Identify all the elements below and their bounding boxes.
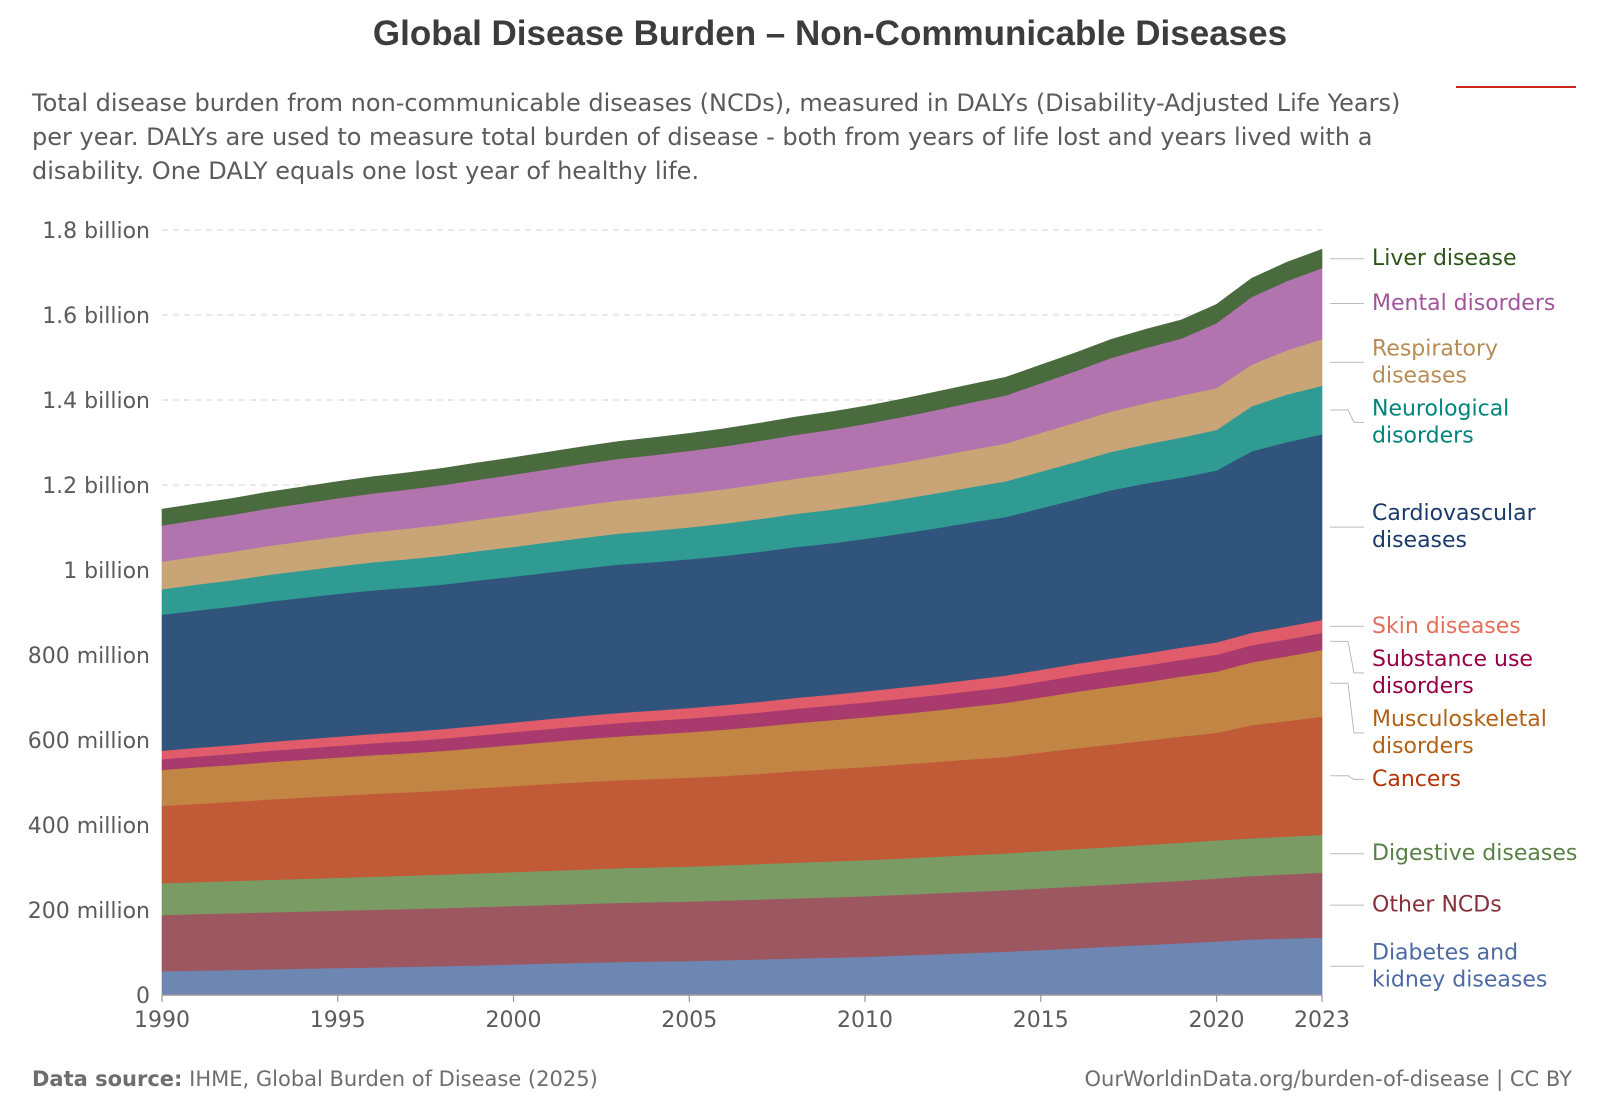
x-tick-label: 2010	[837, 1008, 893, 1033]
legend-label-digestive[interactable]: Digestive diseases	[1372, 841, 1577, 866]
legend-connector	[1330, 640, 1364, 674]
legend-label-musculoskeletal[interactable]: Musculoskeletal disorders	[1372, 707, 1547, 759]
data-source-text: IHME, Global Burden of Disease (2025)	[189, 1067, 598, 1091]
data-source: Data source: IHME, Global Burden of Dise…	[32, 1067, 598, 1091]
y-tick-label: 400 million	[28, 814, 150, 839]
legend-label-line: Other NCDs	[1372, 893, 1502, 918]
x-tick-label: 1995	[310, 1008, 366, 1033]
y-tick-label: 1 billion	[63, 559, 150, 584]
legend-label-line: diseases	[1372, 528, 1467, 553]
y-tick-label: 1.4 billion	[42, 389, 150, 414]
legend-label-line: disorders	[1372, 734, 1474, 759]
legend-label-other-ncds[interactable]: Other NCDs	[1372, 893, 1502, 918]
legend-label-line: disorders	[1372, 423, 1474, 448]
y-tick-label: 1.8 billion	[42, 219, 150, 244]
axes: 0 200 million 400 million 600 million 800 mi…	[28, 219, 1350, 1033]
area-series-group	[161, 248, 1323, 996]
legend-label-line: Skin diseases	[1372, 614, 1521, 639]
legend-label-line: disorders	[1372, 674, 1474, 699]
y-tick-label: 600 million	[28, 729, 150, 754]
legend-label-line: Cancers	[1372, 767, 1461, 792]
data-source-label: Data source:	[32, 1067, 183, 1091]
chart-subtitle: Total disease burden from non-communicab…	[32, 89, 1401, 185]
legend-connector	[1330, 409, 1364, 423]
accent-line	[1456, 86, 1576, 88]
legend-connector	[1330, 775, 1364, 780]
x-tick-label: 2015	[1013, 1008, 1069, 1033]
y-tick-label: 1.2 billion	[42, 474, 150, 499]
source-url-link[interactable]: OurWorldinData.org/burden-of-disease | C…	[1084, 1067, 1572, 1091]
legend-label-line: Diabetes and	[1372, 940, 1518, 965]
x-tick-label: 2020	[1189, 1008, 1245, 1033]
legend-label-line: Musculoskeletal	[1372, 707, 1547, 732]
legend-label-respiratory[interactable]: Respiratory diseases	[1372, 336, 1498, 388]
x-tick-label: 1990	[134, 1008, 190, 1033]
y-tick-label: 0	[136, 984, 150, 1009]
x-tick-label: 2005	[661, 1008, 717, 1033]
legend-label-substance-use[interactable]: Substance use disorders	[1372, 647, 1533, 699]
legend-label-cancers[interactable]: Cancers	[1372, 767, 1461, 792]
y-tick-label: 800 million	[28, 644, 150, 669]
legend-label-neurological[interactable]: Neurological disorders	[1372, 396, 1509, 448]
legend-label-line: diseases	[1372, 363, 1467, 388]
legend-label-line: Substance use	[1372, 647, 1533, 672]
legend-label-line: Neurological	[1372, 396, 1509, 421]
legend-label-line: Cardiovascular	[1372, 501, 1537, 526]
legend-label-skin[interactable]: Skin diseases	[1372, 614, 1521, 639]
legend-connector	[1330, 682, 1364, 734]
legend-label-mental[interactable]: Mental disorders	[1372, 291, 1555, 316]
x-tick-label: 2000	[486, 1008, 542, 1033]
legend-label-line: kidney diseases	[1372, 967, 1547, 992]
x-tick-label: 2023	[1294, 1008, 1350, 1033]
legend-label-line: Respiratory	[1372, 336, 1498, 361]
legend[interactable]: Liver disease Mental disorders Respiratory…	[1330, 246, 1577, 992]
legend-label-line: Mental disorders	[1372, 291, 1555, 316]
legend-label-line: Digestive diseases	[1372, 841, 1577, 866]
legend-label-liver[interactable]: Liver disease	[1372, 246, 1517, 271]
y-tick-label: 200 million	[28, 899, 150, 924]
y-tick-label: 1.6 billion	[42, 304, 150, 329]
legend-label-line: Liver disease	[1372, 246, 1517, 271]
chart-title: Global Disease Burden – Non-Communicable…	[372, 14, 1288, 53]
legend-label-cardiovascular[interactable]: Cardiovascular diseases	[1372, 501, 1537, 553]
legend-label-diabetes-kidney[interactable]: Diabetes and kidney diseases	[1372, 940, 1547, 992]
area-liver	[161, 248, 1323, 526]
